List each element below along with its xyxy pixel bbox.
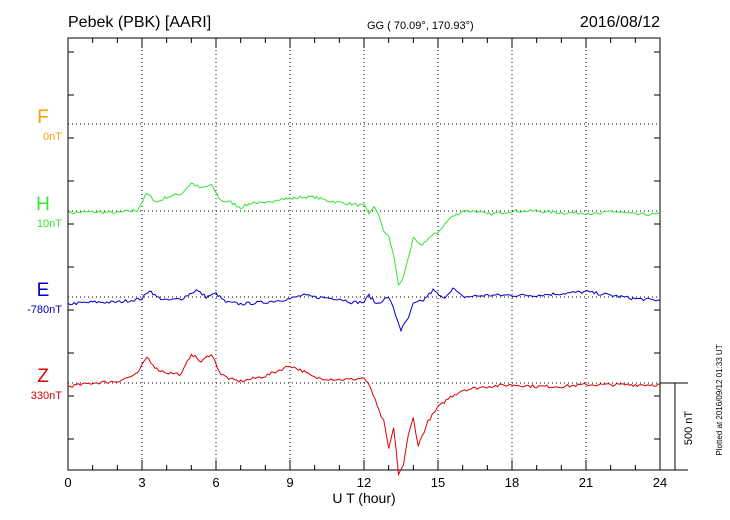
series-line-e [67,287,661,333]
series-line-h [67,182,661,287]
x-tick-label: 9 [286,475,293,490]
channel-name-h: H [36,194,50,215]
channel-baseline-z: 330nT [31,390,62,402]
channel-name-f: F [37,107,49,128]
grid-lines [68,38,660,470]
x-tick-label: 21 [579,475,593,490]
x-axis-label: U T (hour) [332,490,395,506]
series-group [67,182,661,477]
x-tick-labels: 0 3 6 9 12 15 18 21 24 [64,475,667,490]
x-tick-label: 24 [653,475,667,490]
channel-name-z: Z [37,366,49,387]
station-coords: GG ( 70.09°, 170.93°) [367,20,474,32]
channel-baseline-h: 10nT [37,218,62,230]
channel-labels: F 0nT H 10nT E -780nT Z 330nT [27,107,62,402]
x-tick-label: 15 [431,475,445,490]
channel-baseline-e: -780nT [27,304,62,316]
x-tick-label: 12 [357,475,371,490]
axis-ticks [67,38,661,470]
x-tick-label: 6 [212,475,219,490]
channel-baseline-f: 0nT [43,131,62,143]
plotted-at-note: Plotted at 2016/09/12 01:33 UT [715,344,724,455]
channel-name-e: E [37,280,50,301]
scale-bar-label: 500 nT [683,411,695,446]
series-line-z [67,353,661,477]
x-tick-label: 3 [138,475,145,490]
date-label: 2016/08/12 [580,14,660,31]
x-tick-label: 0 [64,475,71,490]
scale-bar: 500 nT [660,382,695,471]
station-title: Pebek (PBK) [AARI] [68,14,211,31]
x-tick-label: 18 [505,475,519,490]
